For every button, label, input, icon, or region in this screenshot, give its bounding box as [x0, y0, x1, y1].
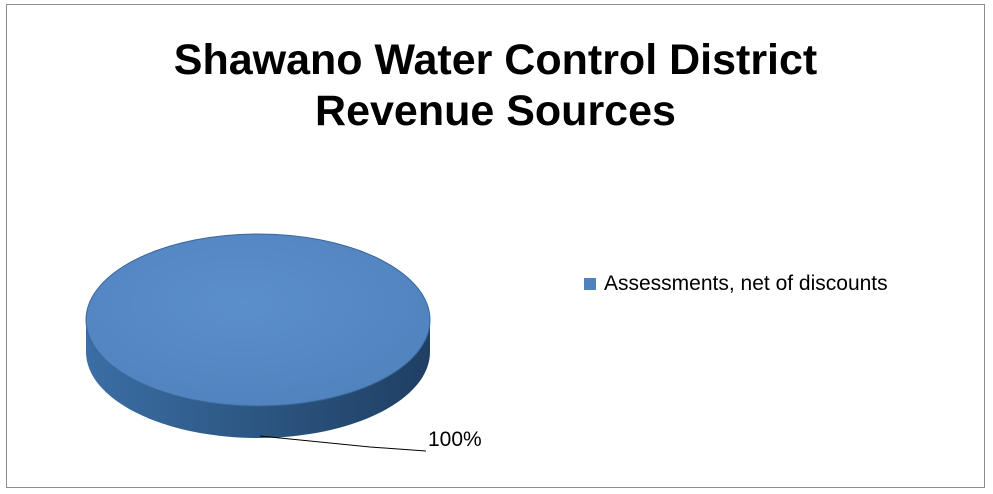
legend: Assessments, net of discounts [584, 272, 888, 296]
data-label-leader-line [259, 435, 427, 452]
pie-slice-0 [85, 233, 431, 407]
chart-title-line-1: Shawano Water Control District [173, 36, 818, 84]
legend-label-assessments: Assessments, net of discounts [604, 272, 888, 295]
chart-title: Shawano Water Control District Revenue S… [7, 35, 984, 137]
data-label-assessments: 100% [428, 428, 482, 451]
chart-title-line-2: Revenue Sources [315, 87, 676, 135]
legend-swatch-assessments [584, 278, 596, 290]
pie-slice-side-0 [86, 320, 430, 438]
